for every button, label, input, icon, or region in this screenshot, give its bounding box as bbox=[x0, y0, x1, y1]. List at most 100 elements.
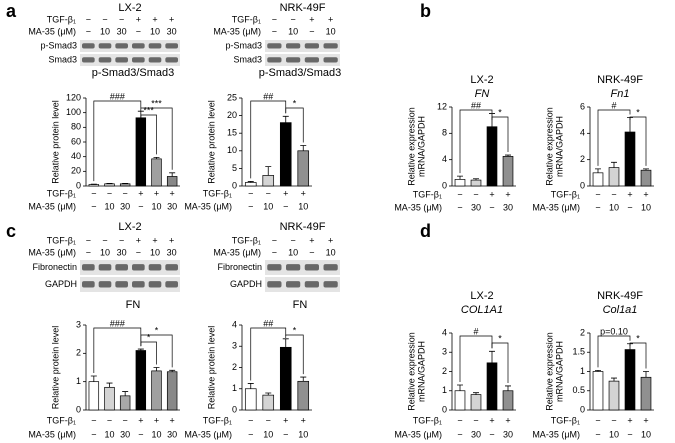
treatment-value: 30 bbox=[167, 429, 177, 439]
blot-band bbox=[165, 264, 178, 271]
y-tick-label: 0 bbox=[580, 404, 585, 414]
treatment-value: 10 bbox=[263, 429, 273, 439]
treatment-value: − bbox=[283, 201, 288, 211]
y-tick-label: 3 bbox=[442, 347, 447, 357]
error-bar bbox=[282, 115, 289, 123]
treatment-value: 30 bbox=[167, 201, 177, 211]
bar bbox=[454, 390, 466, 411]
significance-bracket bbox=[285, 107, 304, 143]
treatment-value: − bbox=[248, 201, 253, 211]
treatment-value: − bbox=[489, 429, 494, 439]
bar bbox=[486, 126, 498, 187]
bar bbox=[135, 117, 147, 187]
error-bar bbox=[90, 375, 97, 382]
treatment-value: − bbox=[272, 235, 277, 245]
bar bbox=[151, 158, 162, 187]
treatment-value: 10 bbox=[609, 202, 619, 212]
treatment-value: 10 bbox=[641, 429, 651, 439]
blot-strip bbox=[265, 54, 340, 66]
treatment-value: − bbox=[86, 235, 91, 245]
error-bar bbox=[169, 369, 176, 372]
y-axis-label: Relative expression bbox=[406, 332, 416, 411]
treatment-label: TGF-β₁ bbox=[232, 235, 261, 245]
chart-title: LX-2 bbox=[470, 290, 493, 302]
y-tick-label: 5 bbox=[232, 163, 237, 173]
bar bbox=[297, 380, 310, 411]
bar bbox=[592, 371, 604, 411]
y-axis-label: mRNA/GAPDH bbox=[554, 116, 564, 177]
blot-row-label: p-Smad3 bbox=[225, 40, 262, 50]
blot-band bbox=[132, 264, 145, 271]
treatment-value: + bbox=[309, 14, 314, 24]
treatment-value: 30 bbox=[120, 429, 130, 439]
chart-title: LX-2 bbox=[470, 74, 493, 86]
blot-row-label: p-Smad3 bbox=[40, 40, 77, 50]
treatment-value: − bbox=[595, 189, 600, 199]
significance-bracket bbox=[93, 100, 142, 182]
y-axis-label: mRNA/GAPDH bbox=[416, 116, 426, 177]
significance-bracket bbox=[285, 334, 304, 375]
significance-label: # bbox=[473, 326, 478, 336]
blot-title: NRK-49F bbox=[280, 221, 326, 233]
blot-band bbox=[148, 43, 162, 49]
significance-bracket bbox=[140, 114, 157, 155]
bar bbox=[166, 371, 178, 411]
treatment-value: − bbox=[102, 235, 107, 245]
treatment-label: TGF-β₁ bbox=[413, 415, 442, 425]
treatment-value: − bbox=[138, 201, 143, 211]
y-tick-label: 0 bbox=[442, 180, 447, 190]
treatment-value: 10 bbox=[288, 247, 298, 257]
blot-strip bbox=[265, 277, 340, 292]
y-axis-label: Relative expression bbox=[544, 107, 554, 186]
blot-band bbox=[82, 43, 95, 49]
treatment-label: TGF-β₁ bbox=[413, 189, 442, 199]
treatment-value: − bbox=[91, 429, 96, 439]
y-tick-label: 2 bbox=[232, 362, 237, 372]
significance-label: ### bbox=[110, 91, 125, 101]
treatment-value: + bbox=[152, 235, 157, 245]
blot-band bbox=[165, 43, 178, 49]
significance-bracket bbox=[140, 107, 173, 170]
bar bbox=[279, 122, 292, 187]
treatment-value: − bbox=[102, 14, 107, 24]
error-bar bbox=[153, 157, 160, 159]
significance-bracket bbox=[491, 116, 509, 153]
blot-band bbox=[286, 264, 301, 271]
treatment-label: TGF-β₁ bbox=[232, 14, 261, 24]
error-bar bbox=[473, 392, 479, 395]
treatment-label: TGF-β₁ bbox=[551, 415, 580, 425]
treatment-value: + bbox=[301, 188, 306, 198]
treatment-value: − bbox=[290, 14, 295, 24]
treatment-value: + bbox=[152, 14, 157, 24]
y-tick-label: 0 bbox=[442, 404, 447, 414]
blot-band bbox=[323, 281, 338, 288]
treatment-value: − bbox=[309, 247, 314, 257]
treatment-value: − bbox=[86, 14, 91, 24]
treatment-value: − bbox=[290, 235, 295, 245]
blot-strip bbox=[265, 40, 340, 52]
treatment-value: − bbox=[248, 188, 253, 198]
treatment-value: − bbox=[138, 429, 143, 439]
blot-band bbox=[267, 281, 282, 288]
error-bar bbox=[122, 391, 129, 396]
treatment-value: 10 bbox=[263, 201, 273, 211]
treatment-value: + bbox=[138, 415, 143, 425]
significance-bracket bbox=[140, 341, 157, 365]
blot-band bbox=[148, 57, 162, 63]
error-bar bbox=[643, 168, 649, 171]
significance-label: * bbox=[636, 107, 640, 117]
significance-label: # bbox=[611, 100, 616, 110]
blot-band bbox=[165, 281, 178, 288]
y-tick-label: 2 bbox=[580, 327, 585, 337]
error-bar bbox=[153, 367, 160, 371]
error-bar bbox=[505, 154, 511, 157]
error-bar bbox=[265, 392, 272, 396]
treatment-value: 10 bbox=[641, 202, 651, 212]
treatment-value: − bbox=[489, 202, 494, 212]
treatment-value: + bbox=[328, 235, 333, 245]
blot-strip bbox=[80, 54, 180, 66]
chart-subtitle: Fn1 bbox=[611, 88, 630, 100]
treatment-value: 30 bbox=[471, 202, 481, 212]
blot-band bbox=[98, 57, 112, 63]
significance-label: * bbox=[147, 332, 151, 342]
